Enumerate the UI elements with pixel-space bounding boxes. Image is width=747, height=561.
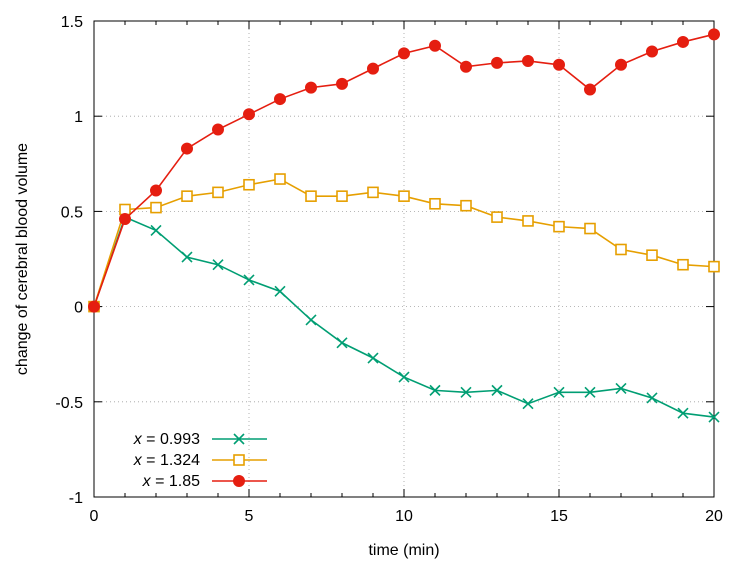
data-point-square [584, 222, 596, 235]
data-point-cross [429, 384, 441, 396]
data-point-cross [615, 382, 627, 395]
data-point-square [615, 243, 627, 256]
data-point-square [677, 258, 689, 271]
data-point-circle [553, 58, 565, 71]
data-point-square [553, 220, 565, 233]
data-point-cross [677, 407, 689, 419]
data-point-square [429, 197, 441, 210]
data-point-square [367, 186, 379, 199]
data-point-cross [150, 224, 162, 237]
data-point-square [119, 203, 131, 216]
data-point-circle [233, 475, 245, 487]
legend-item-2: x = 1.324 [133, 452, 267, 469]
data-point-cross [553, 386, 565, 398]
y-tick-label: 1.5 [61, 14, 83, 31]
legend: x = 0.993 x = 1.324 x = 1.85 [133, 431, 267, 490]
data-point-circle [522, 54, 534, 67]
y-tick-label: 0 [74, 300, 83, 317]
data-point-circle [88, 300, 100, 313]
data-point-circle [305, 81, 317, 94]
data-point-cross [708, 411, 720, 423]
data-point-cross [274, 285, 286, 297]
data-point-square [460, 199, 472, 212]
data-point-circle [584, 83, 596, 96]
legend-label: x = 1.324 [133, 452, 200, 469]
data-point-circle [677, 35, 689, 48]
data-point-cross [367, 352, 379, 364]
data-point-cross [460, 386, 472, 398]
data-point-cross [646, 392, 658, 404]
data-point-circle [274, 93, 286, 106]
data-point-cross [584, 386, 596, 398]
x-tick-label: 10 [395, 508, 413, 525]
series-2 [88, 173, 720, 313]
legend-label: x = 0.993 [133, 431, 200, 448]
grid [94, 21, 714, 497]
data-point-circle [429, 39, 441, 52]
data-point-circle [646, 45, 658, 58]
data-point-cross [233, 433, 245, 445]
data-point-circle [491, 56, 503, 69]
data-point-circle [615, 58, 627, 71]
data-point-square [305, 190, 317, 202]
data-point-circle [708, 28, 720, 41]
legend-item-3: x = 1.85 [142, 473, 267, 490]
data-point-cross [212, 259, 224, 271]
data-point-square [491, 211, 503, 223]
x-tick-label: 15 [550, 508, 568, 525]
y-tick-label: -1 [69, 490, 83, 507]
data-point-square [522, 215, 534, 227]
x-tick-label: 0 [90, 508, 99, 525]
series-3 [88, 28, 720, 313]
data-point-circle [243, 108, 255, 121]
y-axis-title: change of cerebral blood volume [14, 143, 31, 375]
x-axis-title: time (min) [368, 542, 439, 559]
data-point-cross [305, 314, 317, 326]
data-point-square [708, 260, 720, 273]
axis-ticks: 0 5 10 15 20 -1 -0.5 0 0.5 1 1.5 [55, 14, 723, 525]
data-point-square [336, 190, 348, 202]
data-point-cross [398, 371, 410, 383]
legend-label: x = 1.85 [142, 473, 200, 490]
data-point-square [150, 201, 162, 214]
series-layer [88, 28, 720, 423]
data-point-circle [367, 62, 379, 75]
y-tick-label: 0.5 [61, 204, 83, 221]
data-point-cross [336, 337, 348, 349]
data-point-square [646, 249, 658, 261]
x-tick-label: 5 [245, 508, 254, 525]
y-tick-label: -0.5 [55, 395, 83, 412]
data-point-cross [522, 398, 534, 410]
data-point-circle [336, 77, 348, 90]
data-point-square [181, 190, 193, 202]
data-point-circle [212, 123, 224, 136]
y-tick-label: 1 [74, 109, 83, 126]
data-point-cross [181, 251, 193, 263]
data-point-circle [398, 47, 410, 60]
data-point-circle [460, 60, 472, 73]
data-point-cross [243, 274, 255, 286]
data-point-circle [119, 213, 131, 226]
data-point-circle [150, 184, 162, 197]
data-point-square [233, 454, 245, 466]
data-point-square [243, 178, 255, 191]
legend-item-1: x = 0.993 [133, 431, 267, 448]
data-point-cross [491, 384, 503, 396]
data-point-square [274, 173, 286, 185]
x-tick-label: 20 [705, 508, 723, 525]
data-point-square [398, 190, 410, 202]
data-point-square [212, 186, 224, 199]
data-point-circle [181, 142, 193, 155]
